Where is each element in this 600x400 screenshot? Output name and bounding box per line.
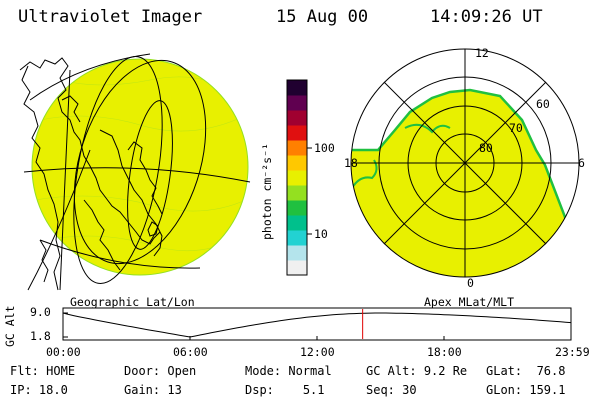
instrument-title: Ultraviolet Imager <box>18 7 203 27</box>
status-ip: IP: 18.0 <box>10 383 68 397</box>
status-dsp: Dsp: 5.1 <box>245 383 325 397</box>
status-gain: Gain: 13 <box>124 383 182 397</box>
geo-panel-label: Geographic Lat/Lon <box>70 295 195 309</box>
colorbar-tick-label-10: 10 <box>314 227 328 241</box>
colorbar-cell <box>287 185 307 201</box>
timeline-y-tick-label-1: 1.8 <box>30 329 51 343</box>
mag-image <box>351 88 572 277</box>
colorbar-cell <box>287 245 307 261</box>
mlt-label-0: 0 <box>467 276 474 290</box>
timeline-axis-title: GC Alt <box>3 305 17 347</box>
colorbar-cell <box>287 200 307 216</box>
mlt-label-12: 12 <box>475 46 489 60</box>
timeline-y-tick-label-9: 9.0 <box>30 305 51 319</box>
observation-time: 14:09:26 UT <box>430 7 543 27</box>
colorbar-cell <box>287 155 307 171</box>
observation-date: 15 Aug 00 <box>276 7 369 27</box>
colorbar-cell <box>287 125 307 141</box>
colorbar-tick-label-100: 100 <box>314 141 335 155</box>
timeline-frame <box>62 307 572 341</box>
status-glon: GLon: 159.1 <box>486 383 566 397</box>
timeline-x-ticks <box>62 336 572 340</box>
mag-image-edge-blob <box>351 159 378 189</box>
status-glat: GLat: 76.8 <box>486 364 566 378</box>
colorbar-cell <box>287 215 307 231</box>
mag-meridian-diag-2 <box>383 81 547 245</box>
altitude-curve <box>62 312 572 338</box>
timeline-x-tick-label-1: 06:00 <box>173 345 208 359</box>
mlt-label-18: 18 <box>344 156 358 170</box>
mag-panel-label: Apex MLat/MLT <box>424 295 515 309</box>
status-flt: Flt: HOME <box>10 364 76 378</box>
timeline-x-tick-label-2: 12:00 <box>300 345 335 359</box>
mlt-label-6: 6 <box>578 156 585 170</box>
colorbar-cell <box>287 170 307 186</box>
mag-image-region <box>351 88 572 277</box>
geo-coastlines <box>19 57 163 291</box>
status-mode: Mode: Normal <box>245 364 332 378</box>
colorbar-cells <box>287 80 307 276</box>
geo-image-disk <box>31 58 249 276</box>
colorbar-frame <box>286 79 308 276</box>
timeline-x-tick-label-0: 00:00 <box>46 345 81 359</box>
colorbar-cell <box>287 230 307 246</box>
colorbar-cell <box>287 140 307 156</box>
mag-image-edge-arc <box>404 123 451 134</box>
colorbar-cell <box>287 110 307 126</box>
mlat-label-60: 60 <box>536 97 550 111</box>
timeline-x-tick-label-4: 23:59 <box>555 345 590 359</box>
mag-grid <box>350 48 580 278</box>
colorbar-cell <box>287 95 307 111</box>
status-seq: Seq: 30 <box>366 383 417 397</box>
mlat-label-80: 80 <box>479 141 493 155</box>
status-gc-alt: GC Alt: 9.2 Re <box>366 364 468 378</box>
status-door: Door: Open <box>124 364 197 378</box>
mlat-label-70: 70 <box>509 121 523 135</box>
colorbar-cell <box>287 80 307 96</box>
colorbar-cell <box>287 260 307 276</box>
timeline-x-tick-label-3: 18:00 <box>427 345 462 359</box>
geo-grid-lines <box>23 53 251 291</box>
